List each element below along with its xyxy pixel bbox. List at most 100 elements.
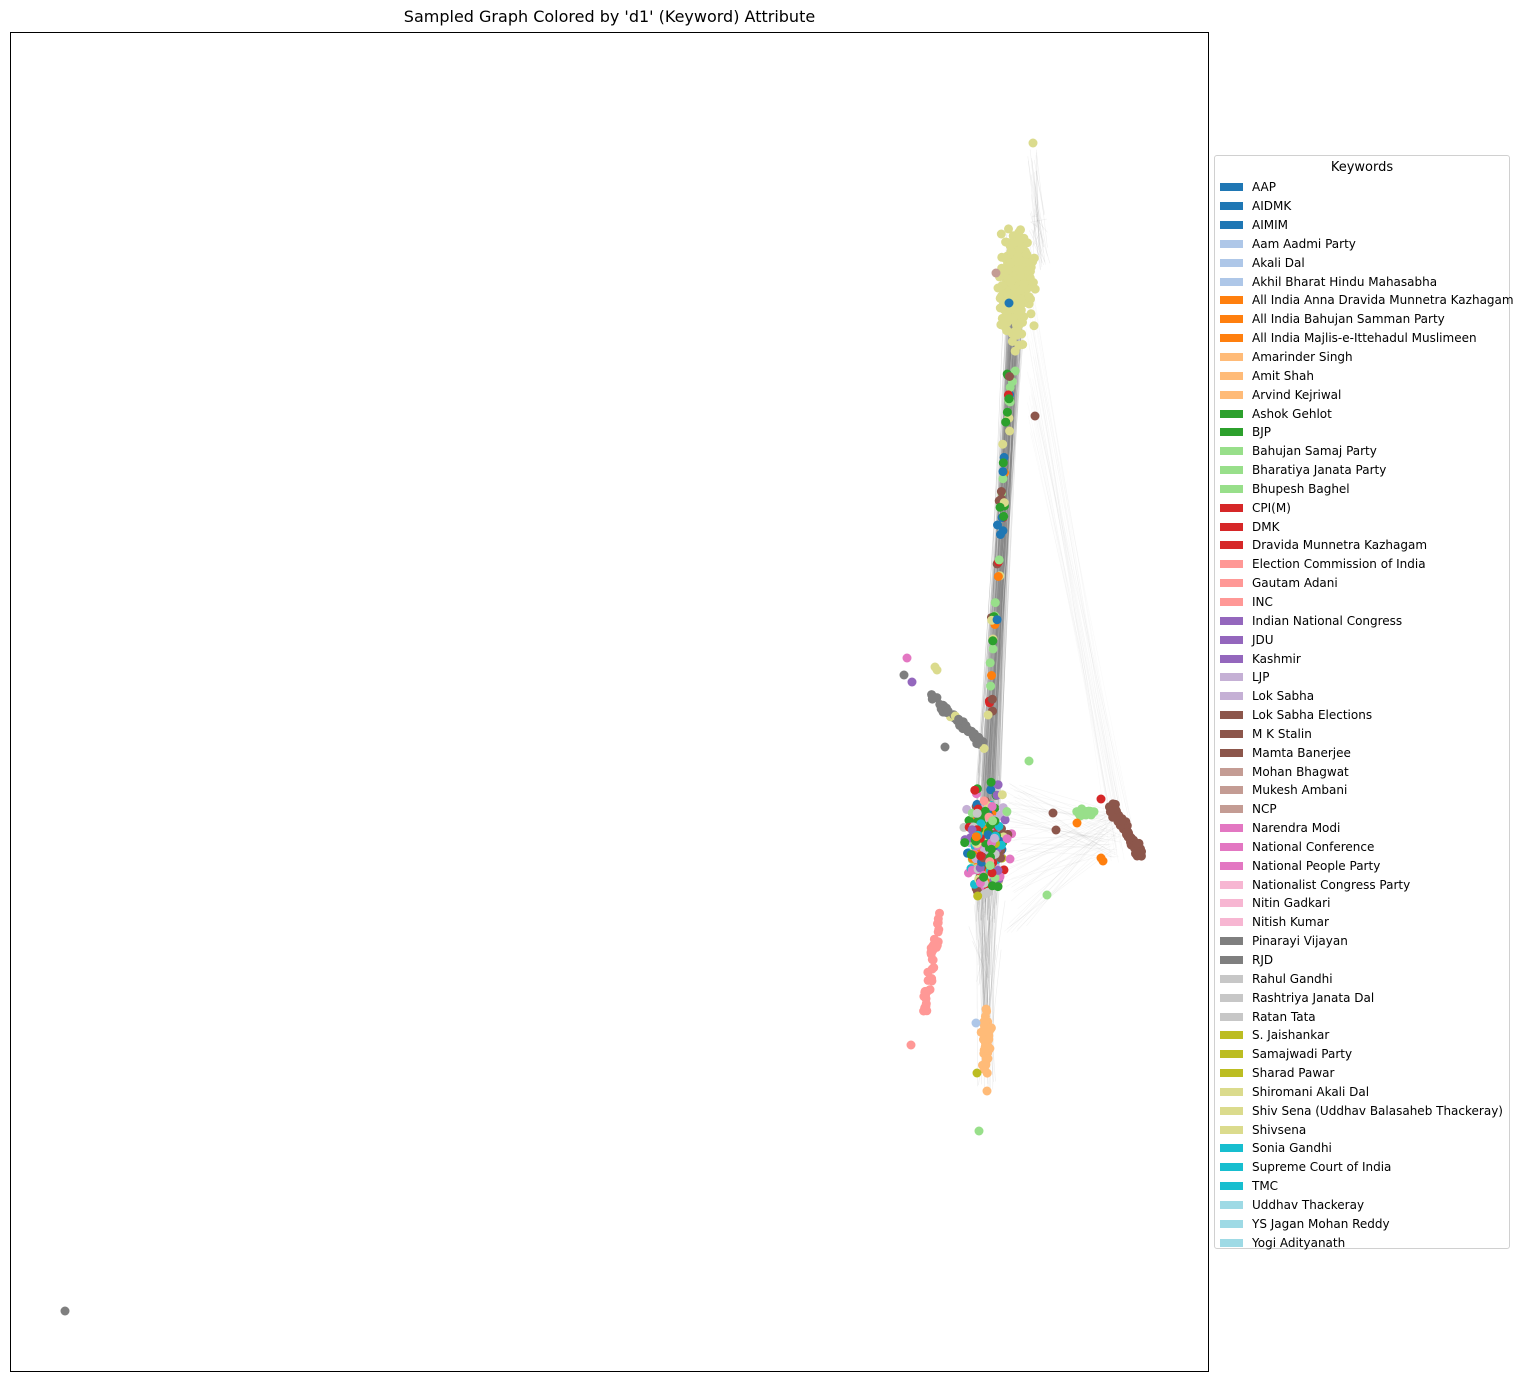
legend-item: RJD — [1220, 951, 1514, 970]
graph-node — [986, 777, 996, 787]
graph-edge — [1007, 847, 1116, 929]
graph-edge — [1020, 843, 1109, 846]
graph-edge — [1035, 411, 1129, 817]
graph-node — [985, 861, 995, 870]
legend-label: NCP — [1252, 802, 1277, 817]
legend-item: Akhil Bharat Hindu Mahasabha — [1220, 272, 1514, 291]
legend-item: Indian National Congress — [1220, 611, 1514, 630]
graph-node — [1002, 834, 1012, 844]
legend-label: Arvind Kejriwal — [1252, 387, 1342, 402]
graph-node — [1019, 279, 1029, 289]
graph-node — [981, 1004, 991, 1014]
legend-swatch — [1220, 880, 1243, 889]
graph-edge — [998, 787, 1113, 853]
graph-node — [988, 644, 998, 654]
graph-edge — [1032, 223, 1036, 239]
legend-item: Amit Shah — [1220, 366, 1514, 385]
graph-node — [982, 1086, 992, 1096]
legend-item: Sonia Gandhi — [1220, 1139, 1514, 1158]
graph-edge — [1024, 784, 1105, 810]
graph-edge — [1034, 208, 1045, 247]
legend-swatch — [1220, 993, 1243, 1002]
graph-edge — [977, 327, 1007, 776]
graph-node — [1132, 839, 1142, 848]
graph-edge — [1034, 181, 1048, 256]
legend-label: Shivsena — [1252, 1122, 1307, 1137]
legend-item: Kashmir — [1220, 649, 1514, 668]
graph-edge — [1010, 810, 1113, 856]
graph-edge — [1031, 386, 1124, 835]
legend-swatch — [1220, 428, 1243, 437]
graph-node — [986, 785, 996, 795]
graph-edge — [1010, 820, 1115, 868]
graph-edge — [1006, 822, 1117, 933]
legend-label: YS Jagan Mohan Reddy — [1252, 1216, 1390, 1231]
graph-node — [971, 832, 981, 842]
legend-label: LJP — [1252, 670, 1270, 685]
legend-item: LJP — [1220, 668, 1514, 687]
graph-edge — [1031, 158, 1041, 225]
legend-swatch — [1220, 1182, 1243, 1191]
graph-node — [1005, 382, 1015, 392]
legend-label: AAP — [1252, 180, 1276, 195]
legend-item: TMC — [1220, 1177, 1514, 1196]
graph-node — [972, 808, 982, 818]
legend-label: INC — [1252, 594, 1273, 609]
graph-edge — [1031, 160, 1043, 267]
legend-label: BJP — [1252, 425, 1272, 440]
graph-edge — [1011, 836, 1122, 838]
legend-item: BJP — [1220, 423, 1514, 442]
legend-swatch — [1220, 390, 1243, 399]
graph-edge — [1001, 820, 1107, 874]
legend-swatch — [1220, 503, 1243, 512]
legend-item: National Conference — [1220, 838, 1514, 857]
legend-item: Nitin Gadkari — [1220, 894, 1514, 913]
graph-node — [1013, 299, 1023, 309]
legend-swatch — [1220, 786, 1243, 795]
legend-swatch — [1220, 899, 1243, 908]
network-graph — [60, 138, 1146, 1316]
graph-edge — [1035, 155, 1039, 248]
legend-swatch — [1220, 956, 1243, 965]
graph-edge — [1001, 843, 1115, 853]
legend-label: Lok Sabha — [1252, 689, 1315, 704]
legend-label: Bahujan Samaj Party — [1252, 444, 1377, 459]
legend-swatch — [1220, 824, 1243, 833]
legend-item: Bhupesh Baghel — [1220, 480, 1514, 499]
graph-node — [935, 699, 945, 709]
legend-swatch — [1220, 597, 1243, 606]
graph-node — [998, 467, 1008, 477]
graph-node — [967, 825, 977, 835]
legend-items: AAP AIDMK AIMIM Aam Aadmi Party Akali Dal Akh… — [1220, 178, 1514, 1252]
graph-edge — [1030, 283, 1122, 814]
graph-edge — [968, 926, 989, 982]
graph-node — [954, 714, 964, 724]
legend-item: Shivsena — [1220, 1120, 1514, 1139]
graph-node — [1105, 807, 1115, 817]
graph-node — [981, 1059, 991, 1069]
legend-label: Uddhav Thackeray — [1252, 1197, 1365, 1212]
graph-node — [979, 744, 989, 753]
graph-edge — [997, 261, 1011, 870]
legend-swatch — [1220, 277, 1243, 286]
legend-label: Kashmir — [1252, 651, 1301, 666]
graph-edge — [985, 890, 991, 988]
graph-edge — [1013, 810, 1114, 841]
graph-node — [1030, 411, 1040, 421]
legend-swatch — [1220, 560, 1243, 569]
legend-swatch — [1220, 861, 1243, 870]
graph-node — [998, 474, 1008, 484]
graph-edge — [1035, 211, 1039, 231]
graph-node — [1001, 417, 1011, 427]
graph-edge — [1035, 170, 1046, 215]
graph-node — [1075, 808, 1085, 818]
graph-edge — [975, 255, 1014, 786]
graph-edge — [977, 262, 1017, 801]
graph-edge — [994, 267, 1020, 855]
legend-swatch — [1220, 466, 1243, 475]
graph-edge — [988, 253, 1017, 881]
graph-edge — [1009, 783, 1116, 842]
legend-swatch — [1220, 1012, 1243, 1021]
legend-item: DMK — [1220, 517, 1514, 536]
graph-node — [972, 1068, 982, 1078]
